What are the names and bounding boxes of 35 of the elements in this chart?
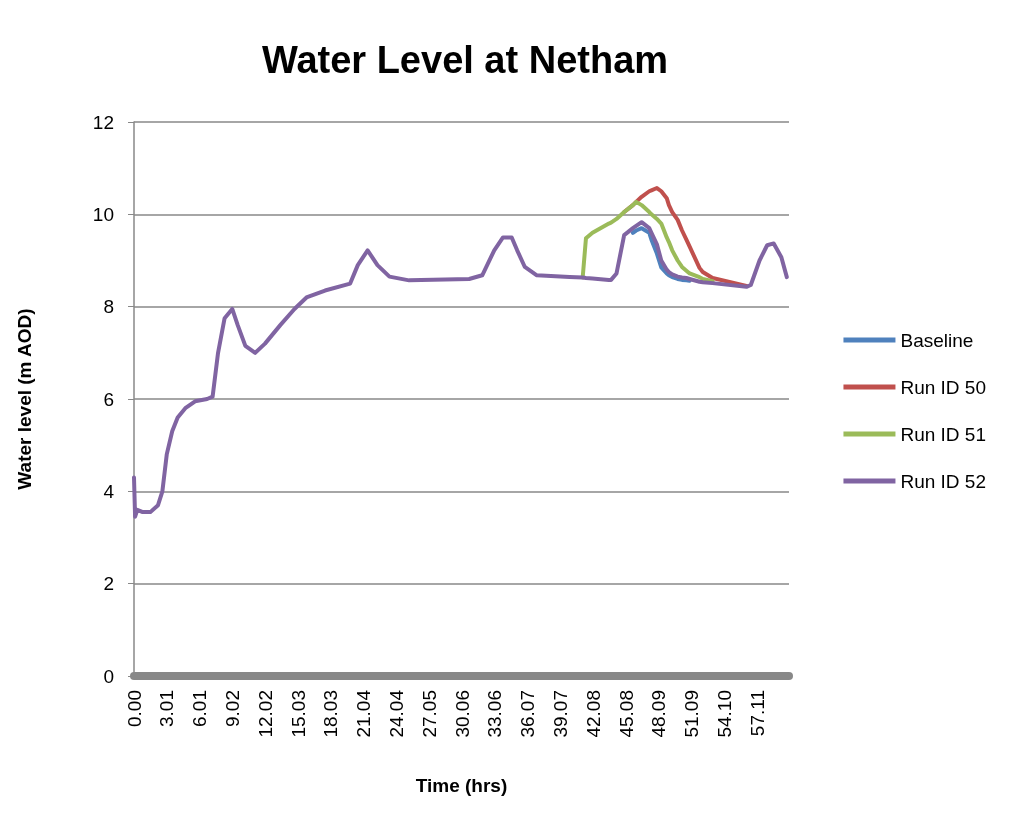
x-tick-label: 51.09: [681, 690, 703, 738]
x-tick-label: 21.04: [353, 689, 375, 738]
legend-label: Run ID 50: [900, 376, 986, 398]
x-tick-label: 0.00: [123, 690, 145, 727]
x-tick-label: 27.05: [418, 690, 440, 738]
x-tick-label: 54.10: [714, 690, 736, 738]
y-tick-label: 12: [92, 111, 114, 133]
chart-title: Water Level at Netham: [261, 39, 669, 81]
x-axis-title: Time (hrs): [415, 775, 508, 796]
y-tick-label: 10: [92, 203, 114, 225]
x-tick-label: 33.06: [484, 690, 506, 738]
y-axis-title: Water level (m AOD): [14, 308, 35, 490]
x-tick-label: 15.03: [287, 690, 309, 738]
x-tick-label: 3.01: [156, 690, 178, 727]
x-tick-label: 24.04: [385, 689, 407, 738]
x-tick-label: 18.03: [320, 690, 342, 738]
x-tick-label: 9.02: [221, 690, 243, 727]
x-tick-label: 30.06: [451, 690, 473, 738]
y-tick-label: 2: [103, 573, 114, 595]
y-tick-label: 0: [103, 665, 114, 687]
legend-label: Baseline: [900, 329, 974, 351]
x-tick-label: 57.11: [746, 690, 768, 737]
x-tick-label: 48.09: [648, 690, 670, 738]
y-tick-label: 6: [103, 388, 114, 410]
legend-label: Run ID 52: [900, 470, 986, 492]
legend-label: Run ID 51: [900, 423, 986, 445]
x-tick-label: 45.08: [615, 690, 637, 738]
x-tick-label: 42.08: [582, 690, 604, 738]
x-tick-label: 6.01: [189, 690, 211, 727]
y-tick-label: 4: [103, 480, 115, 502]
x-tick-label: 36.07: [517, 690, 539, 738]
line-series: [580, 199, 715, 284]
y-tick-label: 8: [103, 296, 114, 318]
x-tick-label: 12.02: [254, 690, 276, 738]
x-tick-label: 39.07: [550, 690, 572, 738]
